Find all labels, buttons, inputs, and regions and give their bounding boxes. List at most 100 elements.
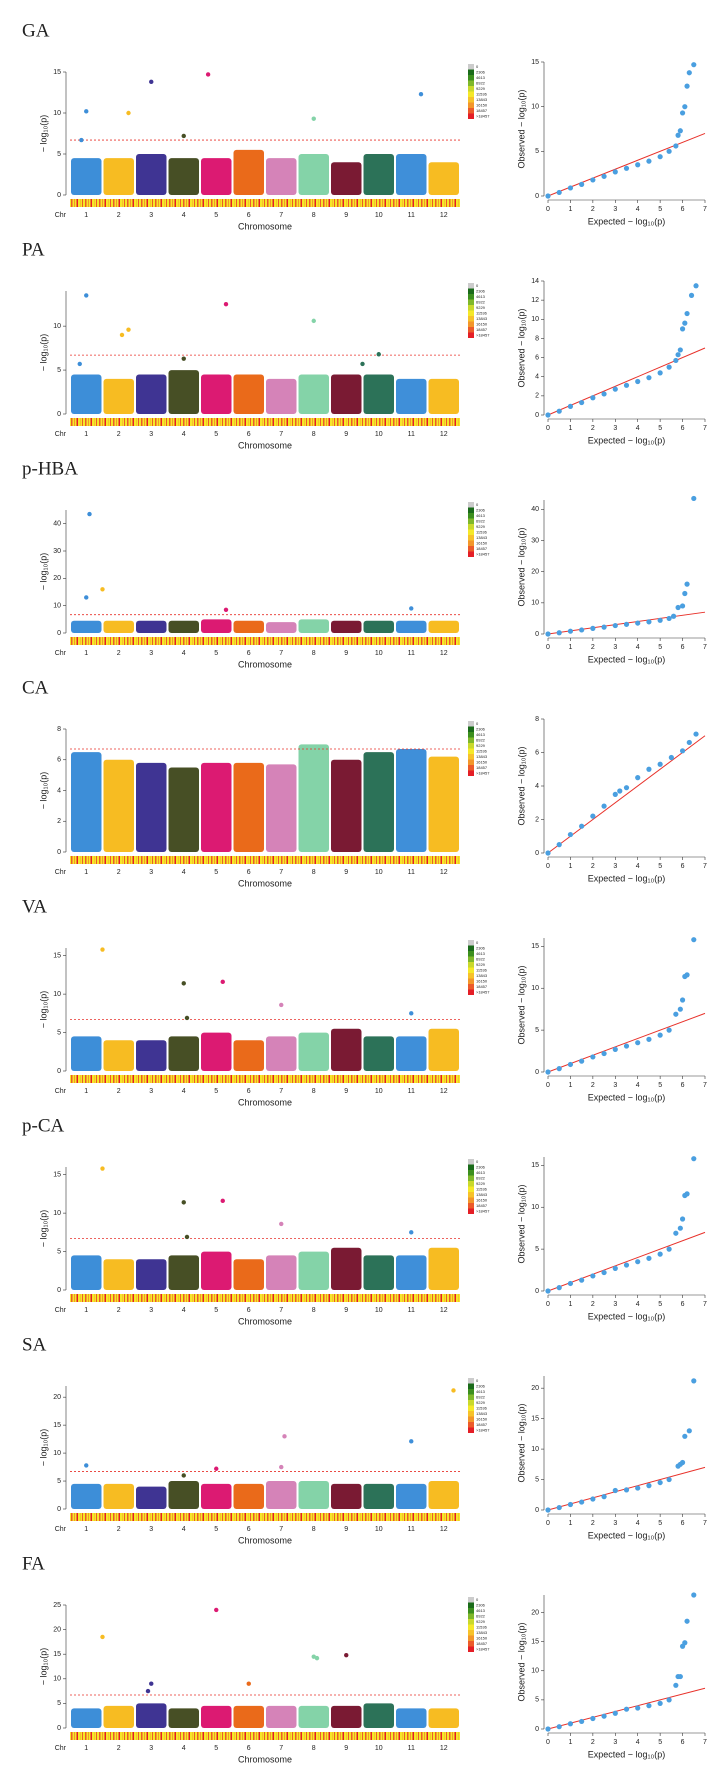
y-tick-label: 20 [53, 1394, 61, 1401]
y-tick-label: 0 [535, 412, 539, 419]
x-tick-label: 8 [312, 1745, 316, 1752]
qq-point [677, 1673, 683, 1680]
qq-point [646, 1703, 652, 1709]
y-tick-label: 0 [535, 850, 539, 857]
qq-point [590, 395, 596, 401]
density-legend-swatch [468, 721, 474, 727]
density-legend-label: 13843 [476, 316, 488, 321]
snp-cloud [298, 154, 329, 195]
x-tick-label: 2 [591, 863, 595, 870]
density-legend-label: 16150 [476, 978, 488, 983]
qq-point [673, 1011, 679, 1017]
snp-cloud [266, 1036, 297, 1071]
y-tick-label: 0 [57, 849, 61, 856]
snp-cloud [331, 1483, 362, 1509]
density-legend-swatch [468, 283, 474, 289]
density-legend-swatch [468, 1383, 474, 1389]
density-legend-label: 2306 [476, 69, 486, 74]
significant-snp [279, 1002, 284, 1008]
snp-cloud [363, 154, 394, 195]
density-legend-label: >18457 [476, 770, 490, 775]
x-tick-label: 6 [681, 1301, 685, 1308]
density-legend-label: 4613 [476, 951, 486, 956]
x-tick-label: 4 [182, 1307, 186, 1314]
y-tick-label: 5 [57, 1478, 61, 1485]
y-tick-label: 5 [535, 148, 539, 155]
qq-point [657, 1479, 663, 1486]
density-legend-label: 4613 [476, 513, 486, 518]
qq-point [623, 1043, 630, 1049]
chr-label: Chr [55, 869, 67, 876]
qq-point [590, 625, 596, 631]
x-tick-label: 3 [613, 425, 617, 432]
qq-point [679, 1459, 686, 1466]
qq-point [677, 1225, 683, 1231]
x-tick-label: 0 [546, 425, 550, 432]
x-tick-label: 8 [312, 431, 316, 438]
density-legend-swatch [468, 1203, 474, 1209]
density-legend-swatch [468, 332, 474, 338]
qq-point [612, 386, 618, 392]
x-tick-label: 4 [636, 425, 640, 432]
snp-cloud [201, 374, 232, 414]
qq-point [601, 624, 607, 630]
x-tick-label: 6 [681, 206, 685, 213]
snp-cloud [396, 748, 427, 852]
x-tick-label: 7 [279, 650, 283, 657]
x-tick-label: 3 [149, 1526, 153, 1533]
snp-cloud [201, 1251, 232, 1290]
qq-point [556, 1066, 562, 1072]
density-legend-label: 9229 [476, 305, 486, 310]
x-tick-label: 8 [312, 1526, 316, 1533]
x-tick-label: 7 [703, 425, 707, 432]
y-tick-label: 10 [531, 1446, 539, 1453]
x-tick-label: 11 [408, 650, 415, 657]
x-tick-label: 8 [312, 1088, 316, 1095]
panel-title: FA [22, 1553, 45, 1574]
x-tick-label: 10 [375, 212, 383, 219]
y-axis-label: Observed − log₁₀(p) [516, 965, 526, 1044]
significant-snp [149, 79, 154, 85]
x-tick-label: 2 [591, 1520, 595, 1527]
y-tick-label: 5 [57, 367, 61, 374]
y-tick-label: 20 [53, 575, 61, 582]
density-legend-swatch [468, 80, 474, 86]
qq-point [545, 631, 551, 637]
significant-snp [149, 1681, 154, 1686]
snp-cloud [428, 378, 459, 414]
snp-cloud [71, 620, 102, 633]
qq-point [684, 972, 690, 978]
x-axis-label: Expected − log₁₀(p) [588, 1311, 666, 1321]
y-tick-label: 10 [53, 1210, 61, 1217]
snp-density-strip [70, 1732, 460, 1740]
snp-cloud [298, 1032, 329, 1071]
x-tick-label: 7 [279, 869, 283, 876]
x-tick-label: 5 [658, 1520, 662, 1527]
y-tick-label: 0 [57, 630, 61, 637]
x-tick-label: 1 [84, 650, 88, 657]
density-legend-label: 2306 [476, 1383, 486, 1388]
x-tick-label: 5 [214, 869, 218, 876]
density-legend-swatch [468, 1411, 474, 1417]
x-tick-label: 3 [149, 869, 153, 876]
snp-cloud [136, 1040, 167, 1071]
x-tick-label: 0 [546, 1082, 550, 1089]
y-tick-label: 8 [535, 335, 539, 342]
qq-point [673, 1682, 679, 1688]
x-tick-label: 12 [440, 1745, 448, 1752]
qq-point [601, 391, 607, 397]
density-legend-swatch [468, 1630, 474, 1636]
x-tick-label: 3 [613, 1301, 617, 1308]
significant-snp [145, 1688, 151, 1694]
x-tick-label: 10 [375, 869, 383, 876]
y-tick-label: 4 [57, 787, 61, 794]
density-legend-label: 13843 [476, 754, 488, 759]
x-tick-label: 6 [247, 1745, 251, 1752]
y-tick-label: 2 [535, 393, 539, 400]
y-tick-label: 10 [531, 1204, 539, 1211]
density-legend-label: >18457 [476, 1208, 490, 1213]
significant-snp [181, 981, 186, 986]
y-axis-label: − log₁₀(p) [38, 1648, 48, 1686]
snp-cloud [136, 620, 167, 633]
density-legend-label: >18457 [476, 989, 490, 994]
